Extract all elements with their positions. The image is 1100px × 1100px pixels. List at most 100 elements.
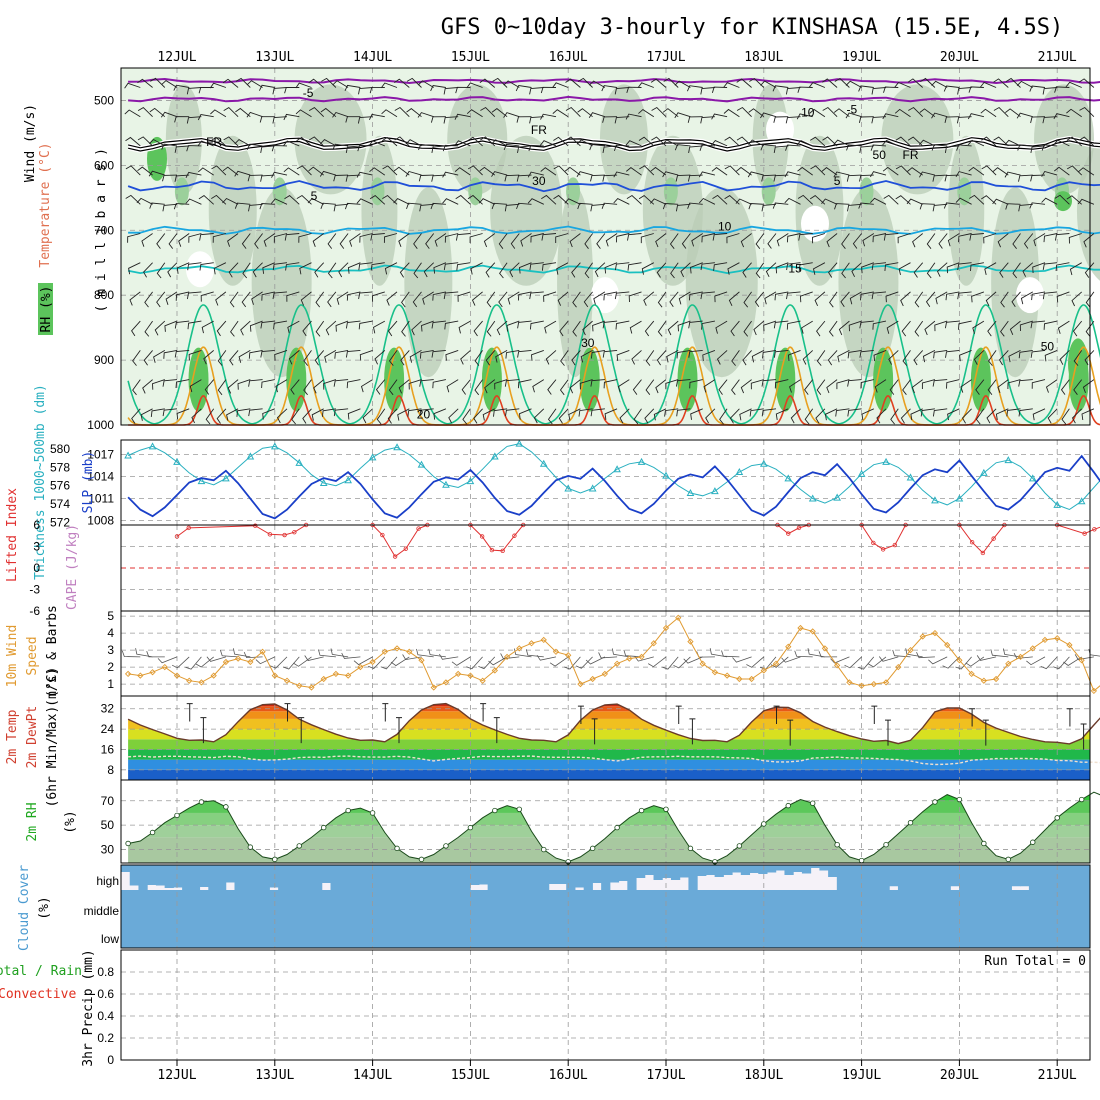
wind-barb bbox=[345, 116, 361, 123]
wind-barb bbox=[589, 144, 605, 151]
wind-barb bbox=[892, 649, 911, 658]
wind-barb bbox=[222, 78, 239, 88]
wind-barb bbox=[957, 87, 972, 95]
wind-barb bbox=[936, 262, 948, 277]
wind-barb bbox=[478, 198, 495, 205]
wind-barb bbox=[822, 78, 838, 88]
wind-barb bbox=[402, 654, 422, 661]
wind-barb bbox=[432, 379, 446, 389]
wind-barb bbox=[390, 656, 410, 667]
thickness-point bbox=[466, 477, 475, 485]
wind-barb bbox=[568, 408, 581, 421]
thickness-point bbox=[882, 457, 890, 465]
cloud-high-bar bbox=[1046, 865, 1056, 890]
wind-barb bbox=[611, 648, 630, 658]
wind-barb bbox=[1018, 349, 1033, 359]
wind-barb bbox=[649, 198, 667, 205]
wind-barb bbox=[967, 113, 985, 120]
cloud-high-bar bbox=[836, 865, 847, 890]
wind-barb bbox=[419, 349, 434, 359]
wind-barb bbox=[932, 408, 948, 417]
cloud-level-label: middle bbox=[84, 904, 120, 918]
wind-barb bbox=[558, 408, 569, 424]
wind-barb bbox=[748, 108, 765, 118]
wind-barb bbox=[846, 174, 862, 182]
wind-barb bbox=[859, 349, 874, 358]
wind-barb bbox=[1071, 291, 1083, 307]
wind-barb bbox=[520, 233, 532, 247]
rh-point bbox=[761, 821, 767, 827]
wind-barb bbox=[234, 170, 251, 177]
wind-barb bbox=[572, 320, 581, 337]
wind-barb bbox=[383, 233, 398, 243]
wind-barb bbox=[144, 291, 153, 308]
date-tick-top: 14JUL bbox=[353, 50, 392, 65]
wind-speed-point bbox=[968, 670, 975, 678]
wind-barb bbox=[651, 106, 667, 118]
wind-speed-point bbox=[601, 670, 609, 678]
wind10m-label-b: Speed bbox=[25, 636, 40, 675]
cloud-high-bar bbox=[330, 865, 340, 890]
cloud-high-bar bbox=[1072, 865, 1082, 890]
cloud-high-bar bbox=[897, 865, 908, 890]
wind-barb bbox=[841, 233, 850, 249]
wind-barb bbox=[721, 650, 740, 658]
wind-barb bbox=[430, 85, 446, 92]
wind-barb bbox=[128, 262, 141, 275]
cloud-high-bar bbox=[985, 865, 995, 890]
wind-speed-point bbox=[1017, 653, 1024, 661]
wind-barb bbox=[902, 379, 911, 395]
wind-barb bbox=[829, 291, 838, 308]
wind-barb bbox=[201, 320, 214, 334]
wind-barb bbox=[1000, 291, 1009, 308]
wind-barb bbox=[384, 262, 398, 275]
wind-barb bbox=[944, 145, 960, 153]
cloud-high-bar bbox=[906, 865, 916, 890]
thickness-point bbox=[588, 484, 597, 492]
wind-barb bbox=[327, 262, 337, 279]
wind-barb bbox=[1031, 379, 1046, 389]
cloud-high-bar bbox=[461, 865, 471, 890]
wind-barb bbox=[565, 136, 581, 147]
wind-barb bbox=[262, 262, 275, 274]
wind-speed-point bbox=[882, 679, 890, 686]
contour-label: FR bbox=[206, 135, 222, 149]
wind-barb bbox=[753, 320, 765, 336]
wind-barb bbox=[947, 408, 960, 421]
wind-barb bbox=[503, 80, 520, 88]
lifted-index-point bbox=[500, 548, 505, 553]
cloud-high-bar bbox=[871, 865, 881, 890]
wind-barb bbox=[1016, 112, 1033, 119]
wind-barb bbox=[423, 262, 435, 278]
wind-barb bbox=[233, 648, 251, 658]
wind-barb bbox=[175, 291, 190, 301]
wind-barb bbox=[596, 233, 606, 249]
wind-barb bbox=[914, 291, 924, 308]
cloud-high-bar bbox=[304, 865, 314, 890]
wind-barb bbox=[336, 291, 349, 305]
wind-barb bbox=[703, 379, 716, 393]
contour-label: 20 bbox=[417, 408, 431, 422]
isotherm-10 bbox=[128, 225, 1100, 235]
wind-barb bbox=[970, 262, 984, 272]
wind-barb bbox=[132, 350, 141, 366]
wind-barb bbox=[673, 656, 691, 669]
wind-barb bbox=[203, 350, 214, 365]
wind-barb bbox=[583, 291, 593, 308]
wind-barb bbox=[935, 291, 948, 305]
wind-barb bbox=[327, 291, 337, 308]
wind-speed-point bbox=[393, 645, 401, 652]
wind-barb bbox=[990, 649, 1009, 658]
upper-wind-barbs bbox=[124, 77, 1095, 425]
wind-speed-point bbox=[1066, 641, 1073, 649]
wind-barb bbox=[588, 80, 606, 88]
wind-barb bbox=[908, 106, 924, 118]
cloud-high-bar bbox=[496, 865, 506, 890]
wind-barb bbox=[480, 136, 496, 147]
wind-barb bbox=[715, 320, 728, 334]
wind-barb bbox=[282, 656, 300, 670]
wind-barb bbox=[1042, 291, 1058, 300]
cloud-high-bar bbox=[505, 865, 515, 890]
thickness-point bbox=[393, 443, 401, 451]
upper-air-frame bbox=[120, 67, 1091, 426]
